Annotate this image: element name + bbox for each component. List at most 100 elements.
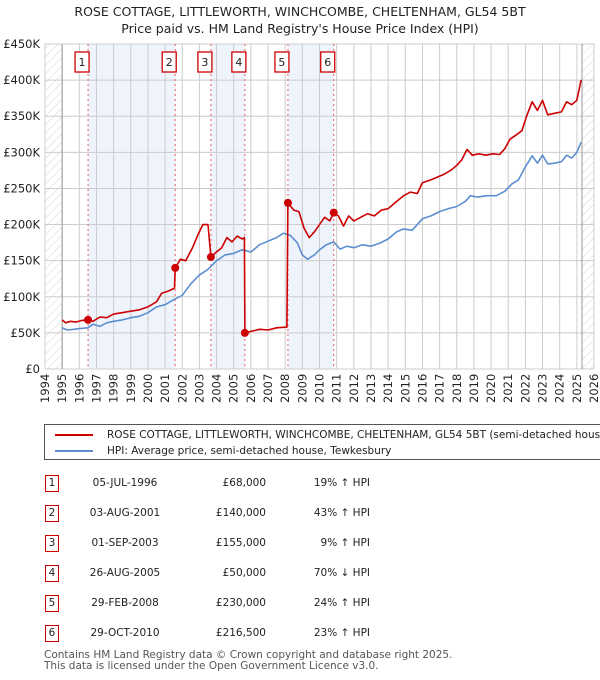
sale-labels: 1 2 3 4 5 6 [74, 51, 336, 73]
hatched-regions [45, 44, 594, 369]
x-tick-label: 2004 [210, 374, 224, 403]
x-tick-label: 2011 [330, 374, 344, 403]
sale-date: 26-AUG-2005 [89, 567, 161, 579]
sale-date: 05-JUL-1996 [92, 477, 158, 489]
x-tick-label: 2001 [158, 374, 172, 403]
x-tick-label: 2010 [313, 374, 327, 403]
y-tick-label: £400K [3, 73, 40, 87]
x-tick-label: 2018 [450, 374, 464, 403]
sale-number-badge: 3 [45, 535, 59, 552]
sale-label-box [74, 51, 90, 73]
chart-title: ROSE COTTAGE, LITTLEWORTH, WINCHCOMBE, C… [0, 3, 600, 37]
footer-attribution: Contains HM Land Registry data © Crown c… [44, 650, 452, 671]
sale-markers [84, 198, 338, 337]
sale-point-marker [283, 198, 292, 207]
sale-label-box [231, 51, 247, 73]
y-tick-label: £250K [3, 181, 40, 195]
x-tick-label: 2022 [518, 374, 532, 403]
legend-item-hpi: HPI: Average price, semi-detached house,… [45, 443, 391, 459]
sale-hpi-diff: 70% ↓ HPI [313, 567, 370, 579]
hpi-line-swatch [55, 450, 93, 452]
sale-row: 1 05-JUL-1996 £68,000 19% ↑ HPI [0, 470, 600, 498]
sale-hpi-diff: 19% ↑ HPI [313, 477, 370, 489]
sale-row: 5 29-FEB-2008 £230,000 24% ↑ HPI [0, 590, 600, 618]
sale-label-number: 5 [278, 56, 285, 69]
x-tick-label: 2024 [553, 374, 567, 403]
x-tick-label: 1997 [89, 374, 103, 403]
property-price-line [61, 79, 582, 334]
x-tick-label: 2005 [227, 374, 241, 403]
sale-label-number: 6 [324, 56, 331, 69]
sale-label-number: 4 [235, 56, 242, 69]
x-tick-label: 2002 [175, 374, 189, 403]
x-tick-label: 2009 [295, 374, 309, 403]
sale-number-badge: 6 [45, 625, 59, 642]
x-tick-label: 2020 [484, 374, 498, 403]
x-tick-label: 2023 [536, 374, 550, 403]
sale-row: 6 29-OCT-2010 £216,500 23% ↑ HPI [0, 620, 600, 648]
sale-number-badge: 5 [45, 595, 59, 612]
y-tick-label: £350K [3, 109, 40, 123]
y-tick-label: £450K [3, 37, 40, 51]
sale-point-marker [84, 315, 93, 324]
shaded-region [210, 44, 245, 369]
legend-property-label: ROSE COTTAGE, LITTLEWORTH, WINCHCOMBE, C… [107, 429, 600, 441]
series-lines [61, 79, 582, 334]
sale-hpi-diff: 24% ↑ HPI [313, 597, 370, 609]
sale-point-marker [240, 328, 249, 337]
x-tick-label: 2015 [398, 374, 412, 403]
footer-line-1: Contains HM Land Registry data © Crown c… [44, 649, 453, 661]
sale-label-box [320, 51, 336, 73]
sale-label-box [161, 51, 177, 73]
y-tick-label: £0 [25, 362, 40, 376]
axes: 1994 1995 1996 1997 1998 1999 2000 2001 2002 2003… [3, 37, 600, 403]
x-tick-label: 2012 [347, 374, 361, 403]
sale-price: £230,000 [215, 597, 266, 609]
y-tick-label: £200K [3, 218, 40, 232]
x-tick-label: 1995 [55, 374, 69, 403]
shaded-region [88, 44, 176, 369]
x-tick-label: 2019 [467, 374, 481, 403]
sale-hpi-diff: 9% ↑ HPI [320, 537, 370, 549]
y-tick-label: £300K [3, 145, 40, 159]
sale-row: 2 03-AUG-2001 £140,000 43% ↑ HPI [0, 500, 600, 528]
x-tick-label: 2008 [278, 374, 292, 403]
sale-point-marker [171, 263, 180, 272]
sale-price: £50,000 [222, 567, 266, 579]
sale-price: £155,000 [215, 537, 266, 549]
sale-date: 01-SEP-2003 [91, 537, 159, 549]
property-line-swatch [55, 434, 93, 436]
x-tick-label: 2016 [415, 374, 429, 403]
x-tick-label: 1996 [72, 374, 86, 403]
sale-date: 03-AUG-2001 [89, 507, 161, 519]
hatched-region [581, 44, 594, 369]
x-tick-label: 2021 [501, 374, 515, 403]
x-tick-label: 1994 [38, 374, 52, 403]
sale-label-number: 2 [166, 56, 173, 69]
x-tick-label: 2013 [364, 374, 378, 403]
x-tick-label: 2014 [381, 374, 395, 403]
sale-number-badge: 2 [45, 505, 59, 522]
shaded-region [287, 44, 334, 369]
footer-line-2: This data is licensed under the Open Gov… [44, 659, 379, 672]
y-tick-label: £50K [11, 326, 41, 340]
x-tick-label: 2017 [433, 374, 447, 403]
x-tick-label: 2007 [261, 374, 275, 403]
hpi-line [61, 141, 582, 331]
sale-row: 4 26-AUG-2005 £50,000 70% ↓ HPI [0, 560, 600, 588]
sale-point-marker [206, 253, 215, 262]
hatched-region [45, 44, 63, 369]
sale-label-box [274, 51, 290, 73]
sale-number-badge: 1 [45, 475, 59, 492]
title-line-2: Price paid vs. HM Land Registry's House … [121, 21, 479, 36]
sale-hpi-diff: 43% ↑ HPI [313, 507, 370, 519]
y-tick-label: £100K [3, 290, 40, 304]
x-tick-label: 2003 [192, 374, 206, 403]
sale-date: 29-FEB-2008 [91, 597, 159, 609]
legend-hpi-label: HPI: Average price, semi-detached house,… [107, 445, 392, 457]
x-tick-label: 2026 [587, 374, 600, 403]
sale-price: £216,500 [215, 627, 266, 639]
sale-date: 29-OCT-2010 [90, 627, 160, 639]
sale-row: 3 01-SEP-2003 £155,000 9% ↑ HPI [0, 530, 600, 558]
